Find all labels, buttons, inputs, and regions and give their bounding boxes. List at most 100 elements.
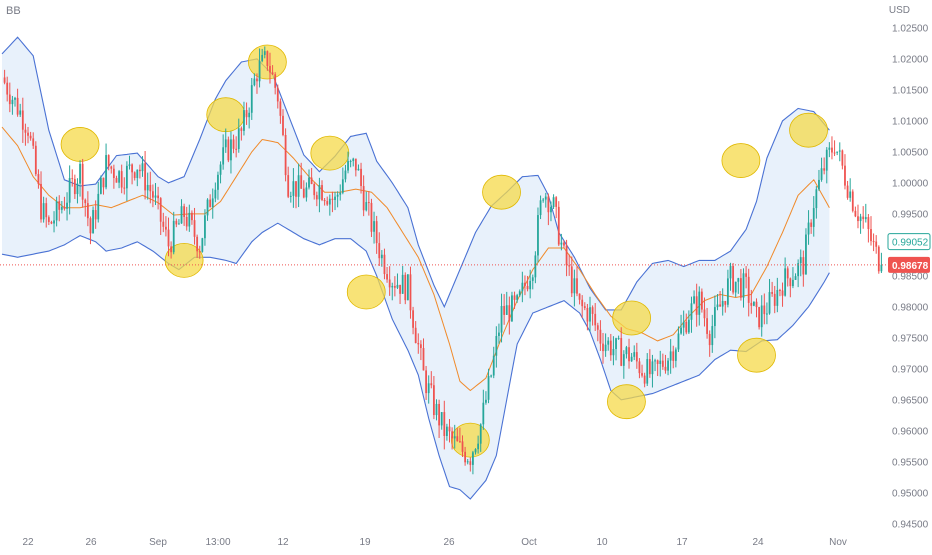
candle-body bbox=[492, 355, 495, 376]
candle-body bbox=[401, 274, 404, 294]
candle-body bbox=[206, 199, 209, 216]
candle-body bbox=[612, 349, 615, 356]
y-tick-label: 1.00500 bbox=[892, 147, 929, 158]
highlight-marker bbox=[612, 300, 652, 336]
candle-body bbox=[716, 304, 719, 308]
candle-body bbox=[305, 187, 308, 198]
candle-body bbox=[217, 174, 219, 190]
candle-body bbox=[8, 94, 11, 105]
y-tick-label: 0.97000 bbox=[892, 364, 929, 375]
candle-body bbox=[185, 216, 188, 227]
candle-body bbox=[828, 147, 831, 150]
y-tick-label: 0.96000 bbox=[892, 426, 929, 437]
candle-body bbox=[66, 202, 68, 209]
candle-body bbox=[654, 360, 656, 362]
x-tick-label: 19 bbox=[359, 537, 371, 548]
current-price-label: 0.98678 bbox=[892, 261, 929, 272]
candle-body bbox=[3, 77, 6, 83]
candle-body bbox=[594, 313, 597, 326]
candle-body bbox=[531, 277, 534, 281]
candle-body bbox=[599, 329, 602, 344]
candle-body bbox=[63, 206, 66, 209]
candle-body bbox=[40, 183, 42, 220]
x-tick-label: 24 bbox=[752, 537, 764, 548]
candle-body bbox=[263, 51, 266, 55]
candle-body bbox=[328, 198, 331, 205]
candle-body bbox=[323, 200, 326, 202]
candle-body bbox=[308, 177, 310, 188]
x-tick-label: Oct bbox=[521, 537, 537, 548]
candle-body bbox=[690, 303, 693, 320]
candle-body bbox=[477, 443, 480, 450]
candle-body bbox=[708, 333, 711, 346]
candle-body bbox=[422, 348, 425, 371]
candle-body bbox=[456, 436, 459, 442]
candle-body bbox=[279, 101, 282, 116]
candle-body bbox=[84, 199, 87, 204]
candle-body bbox=[133, 172, 136, 178]
candle-body bbox=[222, 147, 225, 165]
candle-body bbox=[391, 285, 394, 288]
candle-body bbox=[89, 218, 92, 234]
candle-body bbox=[537, 215, 539, 256]
candle-body bbox=[399, 284, 401, 294]
candle-body bbox=[672, 351, 675, 361]
candle-body bbox=[544, 196, 547, 200]
candle-body bbox=[646, 359, 649, 384]
candle-body bbox=[47, 217, 50, 222]
candle-body bbox=[235, 148, 238, 150]
candle-body bbox=[846, 185, 849, 198]
candle-body bbox=[219, 164, 222, 175]
upper-price-badge bbox=[887, 233, 931, 251]
y-tick-label: 0.95000 bbox=[892, 488, 929, 499]
candle-body bbox=[609, 340, 612, 356]
candle-body bbox=[406, 274, 409, 301]
candle-body bbox=[581, 299, 584, 307]
candle-body bbox=[784, 268, 787, 296]
candle-body bbox=[175, 220, 178, 225]
highlight-marker bbox=[737, 337, 776, 373]
candle-body bbox=[37, 174, 40, 184]
candle-body bbox=[453, 436, 456, 439]
candle-body bbox=[776, 289, 779, 306]
candle-body bbox=[266, 51, 269, 67]
candle-body bbox=[365, 202, 368, 211]
candle-body bbox=[404, 274, 407, 301]
candle-body bbox=[607, 340, 610, 345]
candle-body bbox=[789, 278, 792, 287]
candle-body bbox=[271, 72, 274, 75]
candle-body bbox=[773, 293, 776, 306]
y-tick-label: 1.01000 bbox=[892, 116, 929, 127]
highlight-marker bbox=[482, 174, 521, 210]
candle-body bbox=[21, 110, 24, 130]
candle-body bbox=[682, 321, 685, 328]
candle-body bbox=[131, 164, 133, 173]
candle-body bbox=[836, 151, 839, 153]
candle-body bbox=[779, 289, 781, 291]
candle-body bbox=[563, 242, 565, 246]
candle-body bbox=[768, 292, 771, 314]
candle-body bbox=[617, 338, 620, 340]
candle-body bbox=[300, 175, 303, 189]
candle-body bbox=[435, 403, 438, 416]
candle-body bbox=[711, 326, 714, 346]
candle-body bbox=[76, 183, 79, 195]
candle-body bbox=[159, 198, 162, 222]
x-tick-label: 26 bbox=[85, 537, 97, 548]
candle-body bbox=[747, 276, 750, 303]
candle-body bbox=[857, 216, 859, 222]
candle-body bbox=[388, 279, 391, 288]
candle-body bbox=[758, 307, 761, 328]
candle-body bbox=[154, 195, 157, 198]
candle-body bbox=[792, 279, 794, 287]
candle-body bbox=[248, 112, 251, 118]
candle-body bbox=[807, 222, 810, 235]
y-tick-label: 0.94500 bbox=[892, 519, 929, 530]
candle-body bbox=[877, 246, 880, 272]
candle-body bbox=[107, 155, 110, 167]
candle-body bbox=[539, 200, 542, 216]
candle-body bbox=[815, 189, 818, 209]
x-tick-label: Nov bbox=[829, 537, 847, 548]
